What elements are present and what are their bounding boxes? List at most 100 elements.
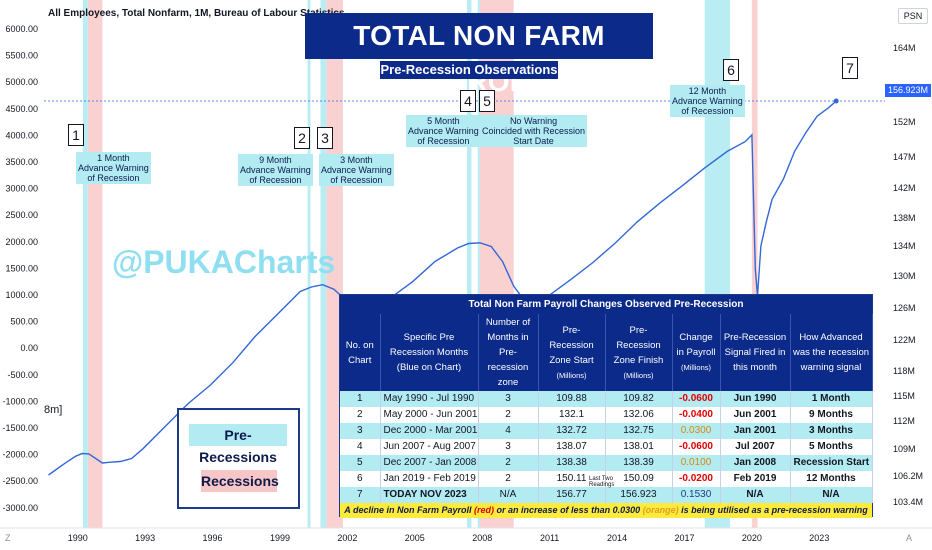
table-header-cell: Number of Months in Pre-recession zone [478, 314, 539, 391]
annotation-line: No Warning [509, 116, 558, 126]
annotation-line: Advance Warning [408, 126, 479, 136]
annotation-line: 5 Month [427, 116, 460, 126]
annotation-line: 12 Month [688, 86, 727, 96]
right-axis-tick: 138M [893, 213, 916, 223]
header-text: Number of Months in Pre-recession zone [485, 317, 531, 388]
annotation-line: Advance Warning [240, 165, 311, 175]
table-cell: 150.11 [538, 471, 606, 487]
payroll-line [48, 100, 837, 476]
x-axis-tick: 2020 [742, 533, 762, 543]
annotation-1: 1 Month Advance Warning of Recession [76, 152, 151, 184]
table-cell: -0.0400 [672, 407, 721, 423]
table-footnote: A decline in Non Farm Payroll (red) or a… [340, 503, 872, 518]
right-axis-tick: 106.2M [893, 471, 923, 481]
left-axis-tick: 2000.00 [5, 237, 38, 247]
table-cell: 132.75 [605, 423, 673, 439]
last-price-tag: 156.923M [885, 84, 931, 97]
table-cell: 138.38 [538, 455, 606, 471]
table-cell: 4 [340, 439, 381, 455]
symbol-badge[interactable]: PSN [898, 8, 928, 24]
pre-recession-band [82, 0, 88, 528]
table-grid: No. on Chart Specific Pre Recession Month… [340, 314, 873, 503]
pre-recession-band [307, 0, 311, 528]
left-axis-tick: 500.00 [10, 317, 38, 327]
table-header-cell: Change in Payroll (Millions) [672, 314, 721, 391]
table-cell: Recession Start Date [790, 455, 873, 471]
header-text: Specific Pre Recession Months (Blue on C… [389, 332, 469, 373]
footnote-orange: (orange) [642, 505, 679, 515]
annotation-line: Start Date [513, 136, 554, 146]
last-point-marker [833, 98, 839, 104]
table-cell: 0.0100 [672, 455, 721, 471]
right-axis-tick: 126M [893, 303, 916, 313]
table-cell: Dec 2000 - Mar 2001 [380, 423, 479, 439]
table-cell: 2 [340, 407, 381, 423]
legend-pre-recessions: Pre- Recessions [189, 424, 287, 465]
table-cell: 0.1530 [672, 487, 721, 503]
left-axis-tick: 4000.00 [5, 130, 38, 140]
marker-number-3: 3 [317, 127, 333, 149]
table-cell: N/A [478, 487, 539, 503]
x-axis-tick: 1990 [68, 533, 88, 543]
table-cell: 0.0300 [672, 423, 721, 439]
annotation-line: of Recession [87, 173, 140, 183]
table-row: 1 May 1990 - Jul 1990 3 109.88 109.82 -0.0600… [340, 391, 873, 407]
right-axis-tick: 164M [893, 43, 916, 53]
table-row: 3 Dec 2000 - Mar 2001 4 132.72 132.75 0.0300 J… [340, 423, 873, 439]
pre-recession-band [477, 0, 480, 528]
left-axis-tick: 1000.00 [5, 290, 38, 300]
table-cell: Jun 1990 [720, 391, 791, 407]
table-cell: 7 [340, 487, 381, 503]
table-cell: 5 Months [790, 439, 873, 455]
annotation-line: of Recession [417, 136, 470, 146]
corner-left-label: Z [5, 533, 11, 543]
table-cell: -0.0200 [672, 471, 721, 487]
annotation-line: Advance Warning [321, 165, 392, 175]
header-text: Pre-Recession Zone Start [549, 324, 594, 366]
table-cell: N/A [790, 487, 873, 503]
table-cell: 4 [478, 423, 539, 439]
table-cell: 138.07 [538, 439, 606, 455]
observations-table: Total Non Farm Payroll Changes Observed … [339, 294, 873, 518]
table-cell: 109.88 [538, 391, 606, 407]
table-cell: May 1990 - Jul 1990 [380, 391, 479, 407]
x-axis-tick: 2014 [607, 533, 627, 543]
table-cell: Jan 2019 - Feb 2019 [380, 471, 479, 487]
table-cell: 156.77 [538, 487, 606, 503]
table-cell: 3 [340, 423, 381, 439]
table-cell: May 2000 - Jun 2001 [380, 407, 479, 423]
chart-subtitle: Pre-Recession Observations [380, 61, 558, 79]
table-cell: Jan 2001 [720, 423, 791, 439]
right-axis-tick: 134M [893, 241, 916, 251]
right-axis-tick: 130M [893, 271, 916, 281]
x-axis-tick: 2005 [405, 533, 425, 543]
annotation-3: 3 Month Advance Warning of Recession [319, 154, 394, 186]
left-axis-tick: -2500.00 [2, 476, 38, 486]
header-text: Pre-Recession Zone Finish [613, 324, 664, 366]
header-unit: (Millions) [556, 370, 587, 380]
x-axis-tick: 1993 [135, 533, 155, 543]
table-cell: Jun 2007 - Aug 2007 [380, 439, 479, 455]
table-row: 6 Jan 2019 - Feb 2019 2 150.11 150.09 -0.0200… [340, 471, 873, 487]
right-axis-tick: 109M [893, 444, 916, 454]
left-axis-tick: 6000.00 [5, 24, 38, 34]
legend-recessions: Recessions [201, 470, 279, 492]
marker-number-1: 1 [68, 124, 84, 146]
chart-source-label: All Employees, Total Nonfarm, 1M, Bureau… [48, 8, 345, 19]
annotation-line: 9 Month [259, 155, 292, 165]
annotation-line: of Recession [249, 175, 302, 185]
table-cell: 138.01 [605, 439, 673, 455]
table-cell: 2 [478, 455, 539, 471]
table-header-row: No. on Chart Specific Pre Recession Month… [340, 314, 873, 391]
table-cell: 3 [478, 439, 539, 455]
table-cell: TODAY NOV 2023 [380, 487, 479, 503]
left-axis-tick: -500.00 [7, 370, 38, 380]
header-text: Change in Payroll [676, 332, 716, 358]
right-axis-tick: 152M [893, 117, 916, 127]
marker-number-5: 5 [479, 90, 495, 112]
table-cell: 1 Month [790, 391, 873, 407]
right-axis-tick: 122M [893, 335, 916, 345]
chart-title: TOTAL NON FARM PAYROLL [305, 13, 653, 97]
table-cell: -0.0600 [672, 391, 721, 407]
table-row: 7 TODAY NOV 2023 N/A 156.77 156.923 0.1530 N/A… [340, 487, 873, 503]
